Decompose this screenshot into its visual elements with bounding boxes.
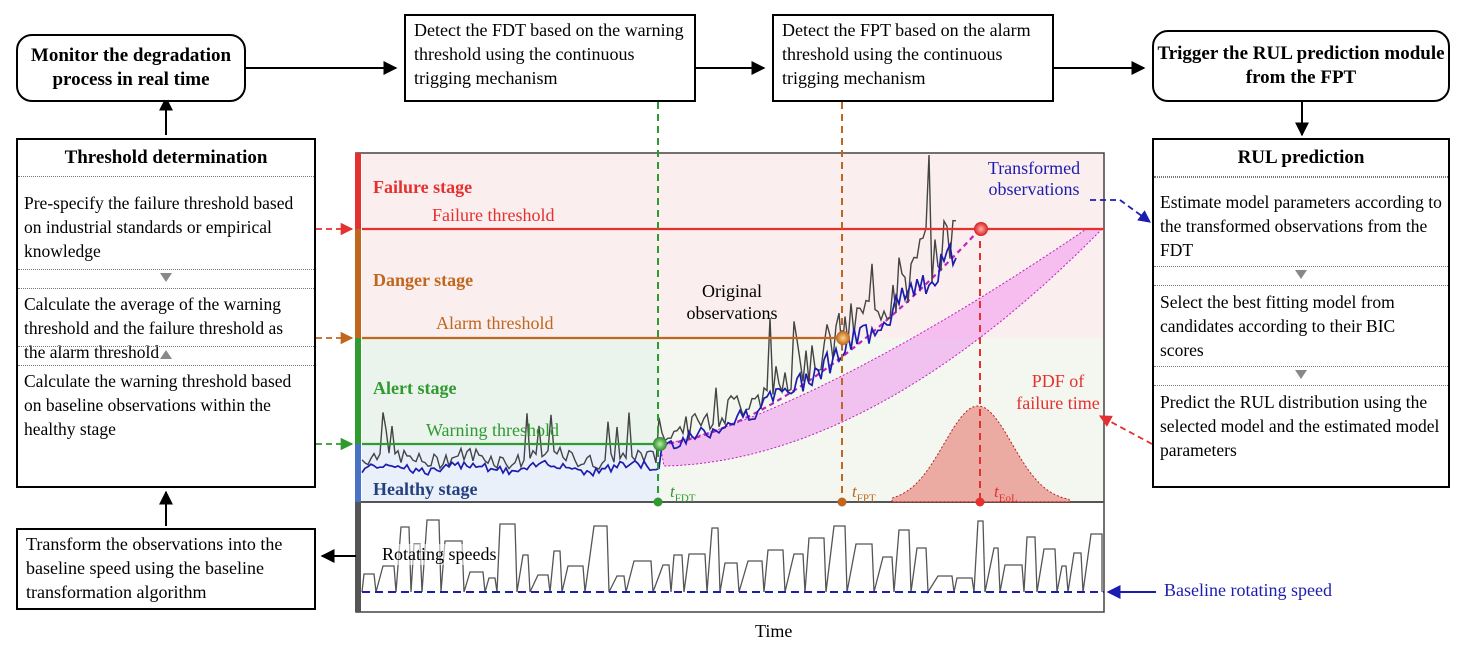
pdf-failure-time-label: PDF of failure time [1016,371,1100,413]
down-arrow-icon [160,273,172,282]
t-eol-label: tEoL [994,482,1018,505]
healthy-stage-label: Healthy stage [373,479,478,499]
rotating-speeds-label: Rotating speeds [382,544,497,565]
threshold-panel-title: Threshold determination [18,140,314,177]
estimate-step: Estimate model parameters according to t… [1160,192,1442,260]
alarm-threshold-label: Alarm threshold [436,313,554,333]
failure-stage-label: Failure stage [373,177,473,197]
fdt-ball [653,437,667,451]
rul-to-pdf-arrow [1098,415,1153,445]
predict-step: Predict the RUL distribution using the s… [1160,392,1440,460]
fpt-ball [836,331,850,345]
up-arrow-icon [160,350,172,359]
alarm-threshold-step: Calculate the average of the warning thr… [24,294,284,362]
detect-fdt-box: Detect the FDT based on the warning thre… [404,14,696,102]
transform-text: Transform the observations into the base… [26,534,283,602]
eol-ball [974,222,988,236]
threshold-panel: Threshold determination Pre-specify the … [16,138,316,488]
mean-trend-line [659,228,981,446]
trigger-box: Trigger the RUL prediction module from t… [1152,30,1450,102]
monitor-text: Monitor the degradation process in real … [30,45,232,90]
t-fdt-label: tFDT [670,482,696,505]
original-observations-label: Original observations [686,281,778,323]
t-fpt-label: tFPT [852,482,876,505]
rul-separator-1 [1154,266,1448,286]
healthy-stage-bar [355,444,361,502]
warning-threshold-step: Calculate the warning threshold based on… [24,371,292,439]
alert-stage-label: Alert stage [373,378,457,398]
rul-separator-2 [1154,366,1448,386]
failure-stage-bar [355,153,361,229]
failure-time-pdf [891,405,1071,503]
rul-panel: RUL prediction Estimate model parameters… [1152,138,1450,488]
alert-stage-bar [355,338,361,444]
transformed-observations-label: Transformed observations [987,158,1081,199]
fdt-axis-dot [653,497,663,507]
warning-threshold-label: Warning threshold [426,420,560,440]
step-separator-2 [18,346,314,366]
rul-top-rule [1154,177,1448,190]
step-separator-1 [18,269,314,289]
failure-threshold-label: Failure threshold [432,205,555,225]
alert-region [362,338,660,444]
transformed-to-rul-arrow [1090,199,1152,223]
down-arrow-icon [1295,270,1307,279]
monitor-box: Monitor the degradation process in real … [16,34,246,102]
detect-fpt-text: Detect the FPT based on the alarm thresh… [782,20,1031,88]
transform-box: Transform the observations into the base… [16,528,316,610]
rul-panel-title: RUL prediction [1154,140,1448,177]
time-axis-label: Time [755,621,793,641]
select-step: Select the best fitting model from candi… [1160,292,1396,360]
down-arrow-icon [1295,370,1307,379]
danger-stage-label: Danger stage [373,270,474,290]
danger-stage-bar [355,229,361,338]
trigger-text: Trigger the RUL prediction module from t… [1157,43,1445,88]
fpt-axis-dot [837,497,847,507]
prediction-envelope [659,228,1104,467]
speed-bar [355,502,361,612]
baseline-rotating-speed-label: Baseline rotating speed [1164,580,1332,600]
eol-axis-dot [975,497,985,507]
failure-threshold-step: Pre-specify the failure threshold based … [24,193,294,261]
detect-fdt-text: Detect the FDT based on the warning thre… [414,20,684,88]
detect-fpt-box: Detect the FPT based on the alarm thresh… [772,14,1054,102]
